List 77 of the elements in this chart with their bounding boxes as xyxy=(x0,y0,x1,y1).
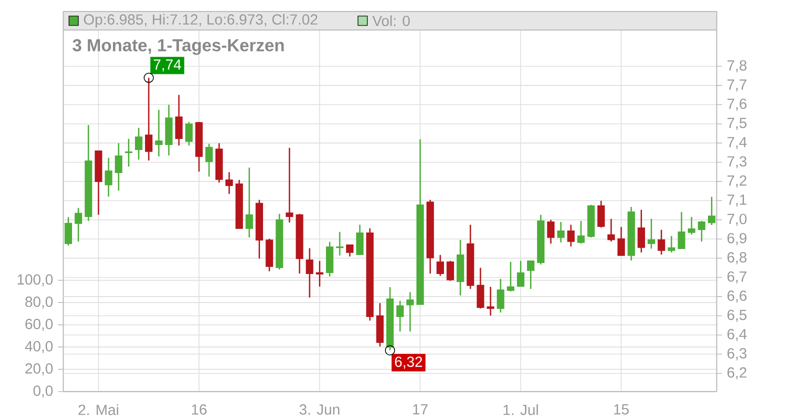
candlestick xyxy=(708,196,716,226)
candlestick xyxy=(286,147,294,224)
y-tick-label: 6,3 xyxy=(727,348,746,360)
candlestick xyxy=(476,267,484,310)
candlestick xyxy=(668,235,676,254)
candlestick xyxy=(496,278,504,314)
candlestick xyxy=(406,291,414,332)
candlestick xyxy=(648,218,656,250)
candlestick xyxy=(185,121,193,146)
candlestick xyxy=(64,216,72,246)
y-tick-label: 6,9 xyxy=(727,232,746,246)
candlestick xyxy=(607,218,615,242)
candlestick xyxy=(678,211,686,250)
y-tick-label: 6,6 xyxy=(727,290,746,303)
y-tick-label: 7,3 xyxy=(727,156,746,168)
y2-tick-label: 80,0 xyxy=(25,296,53,309)
candlestick xyxy=(114,142,122,192)
candlestick xyxy=(577,220,585,244)
candlestick xyxy=(346,244,354,258)
y-tick-label: 7,4 xyxy=(727,137,747,150)
y2-tick-label: 100,0 xyxy=(18,274,53,286)
text: Vol: 0 xyxy=(372,15,410,26)
candlestick xyxy=(516,260,524,288)
y-tick-label: 7,0 xyxy=(727,214,747,226)
y2-tick-label: 0,0 xyxy=(33,386,53,398)
candlestick xyxy=(336,231,344,256)
candlestick xyxy=(74,207,82,242)
candlestick xyxy=(617,226,625,256)
y2-tick-label: 60,0 xyxy=(25,318,53,331)
candlestick xyxy=(557,221,565,244)
candlestick xyxy=(506,261,514,292)
candlestick xyxy=(567,224,575,248)
y-tick-label: 6,8 xyxy=(727,252,746,264)
x-tick-label: 17 xyxy=(413,404,428,414)
y2-tick-label: 40,0 xyxy=(25,341,53,354)
candlestick xyxy=(446,260,454,282)
y-tick-label: 7,6 xyxy=(727,98,746,111)
candlestick xyxy=(698,220,706,242)
x-tick-label: 16 xyxy=(192,404,207,415)
x-tick-label: 2. Mai xyxy=(78,404,118,416)
candlestick xyxy=(225,172,233,195)
candlestick xyxy=(175,94,183,146)
candlestick xyxy=(104,157,112,198)
annotation: 6,32 xyxy=(395,356,422,369)
y-tick-label: 6,5 xyxy=(727,310,746,322)
candlestick xyxy=(246,166,253,238)
candlestick xyxy=(486,286,494,316)
y-tick-label: 6,7 xyxy=(727,271,746,284)
chart-title: 3 Monate, 1-Tages-Kerzen xyxy=(72,39,284,55)
candlestick xyxy=(306,248,314,298)
candlestick xyxy=(396,300,404,332)
candlestick xyxy=(547,219,555,244)
candlestick xyxy=(638,209,646,254)
annotation: 7,74 xyxy=(154,60,182,72)
y-tick-label: 6,2 xyxy=(727,367,746,380)
candlestick xyxy=(124,138,132,168)
y-tick-label: 7,2 xyxy=(727,175,746,188)
x-tick-label: 1. Jul xyxy=(504,404,538,416)
y-tick-label: 7,5 xyxy=(727,118,746,130)
candlestick xyxy=(597,200,605,228)
y-tick-label: 7,1 xyxy=(727,194,746,207)
y-tick-label: 7,7 xyxy=(727,79,746,92)
y2-tick-label: 20,0 xyxy=(25,363,53,376)
x-tick-label: 3. Jun xyxy=(300,404,340,415)
candlestick xyxy=(436,254,444,277)
candlestick xyxy=(356,224,364,256)
candlestick xyxy=(134,127,142,160)
y-tick-label: 6,4 xyxy=(727,328,747,342)
candlestick xyxy=(205,143,213,178)
candlestick xyxy=(688,216,696,236)
x-tick-label: 15 xyxy=(614,404,629,415)
y-tick-label: 7,8 xyxy=(727,60,746,72)
candlestick xyxy=(527,260,534,290)
candlestick xyxy=(316,260,324,288)
text: Op:6.985, Hi:7.12, Lo:6.973, Cl:7.02 xyxy=(84,14,318,28)
candlestick xyxy=(658,229,666,256)
candlestick xyxy=(155,109,163,158)
